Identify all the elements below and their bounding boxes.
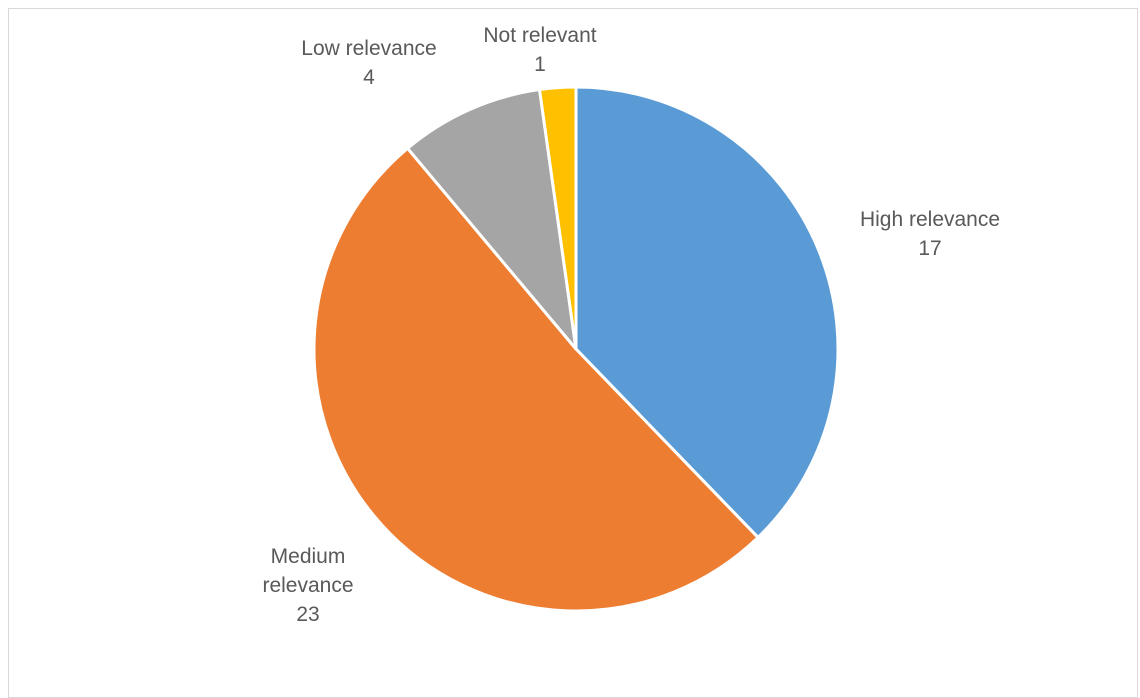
data-label-line: 1 <box>534 53 546 76</box>
pie-slice-medium-relevance <box>312 146 760 613</box>
pie-slices <box>312 85 840 613</box>
data-label-line: Not relevant <box>483 24 596 47</box>
data-label-low-relevance: Low relevance 4 <box>301 37 436 89</box>
data-label-line: Medium <box>271 545 346 568</box>
data-label-line: Low relevance <box>301 37 436 60</box>
data-label-medium-relevance: Medium relevance 23 <box>262 545 353 626</box>
pie-slice-not-relevant <box>538 85 578 351</box>
data-label-line: High relevance <box>860 208 1000 231</box>
data-label-line: 4 <box>363 66 375 89</box>
data-label-high-relevance: High relevance 17 <box>860 208 1000 260</box>
pie-slice-high-relevance <box>574 85 840 539</box>
pie-slice-low-relevance <box>406 88 578 351</box>
data-label-line: relevance <box>262 574 353 597</box>
data-label-line: 23 <box>296 603 319 626</box>
pie-labels: High relevance 17 Medium relevance 23 Low rel… <box>262 24 1000 626</box>
data-label-not-relevant: Not relevant 1 <box>483 24 596 76</box>
data-label-line: 17 <box>918 237 941 260</box>
